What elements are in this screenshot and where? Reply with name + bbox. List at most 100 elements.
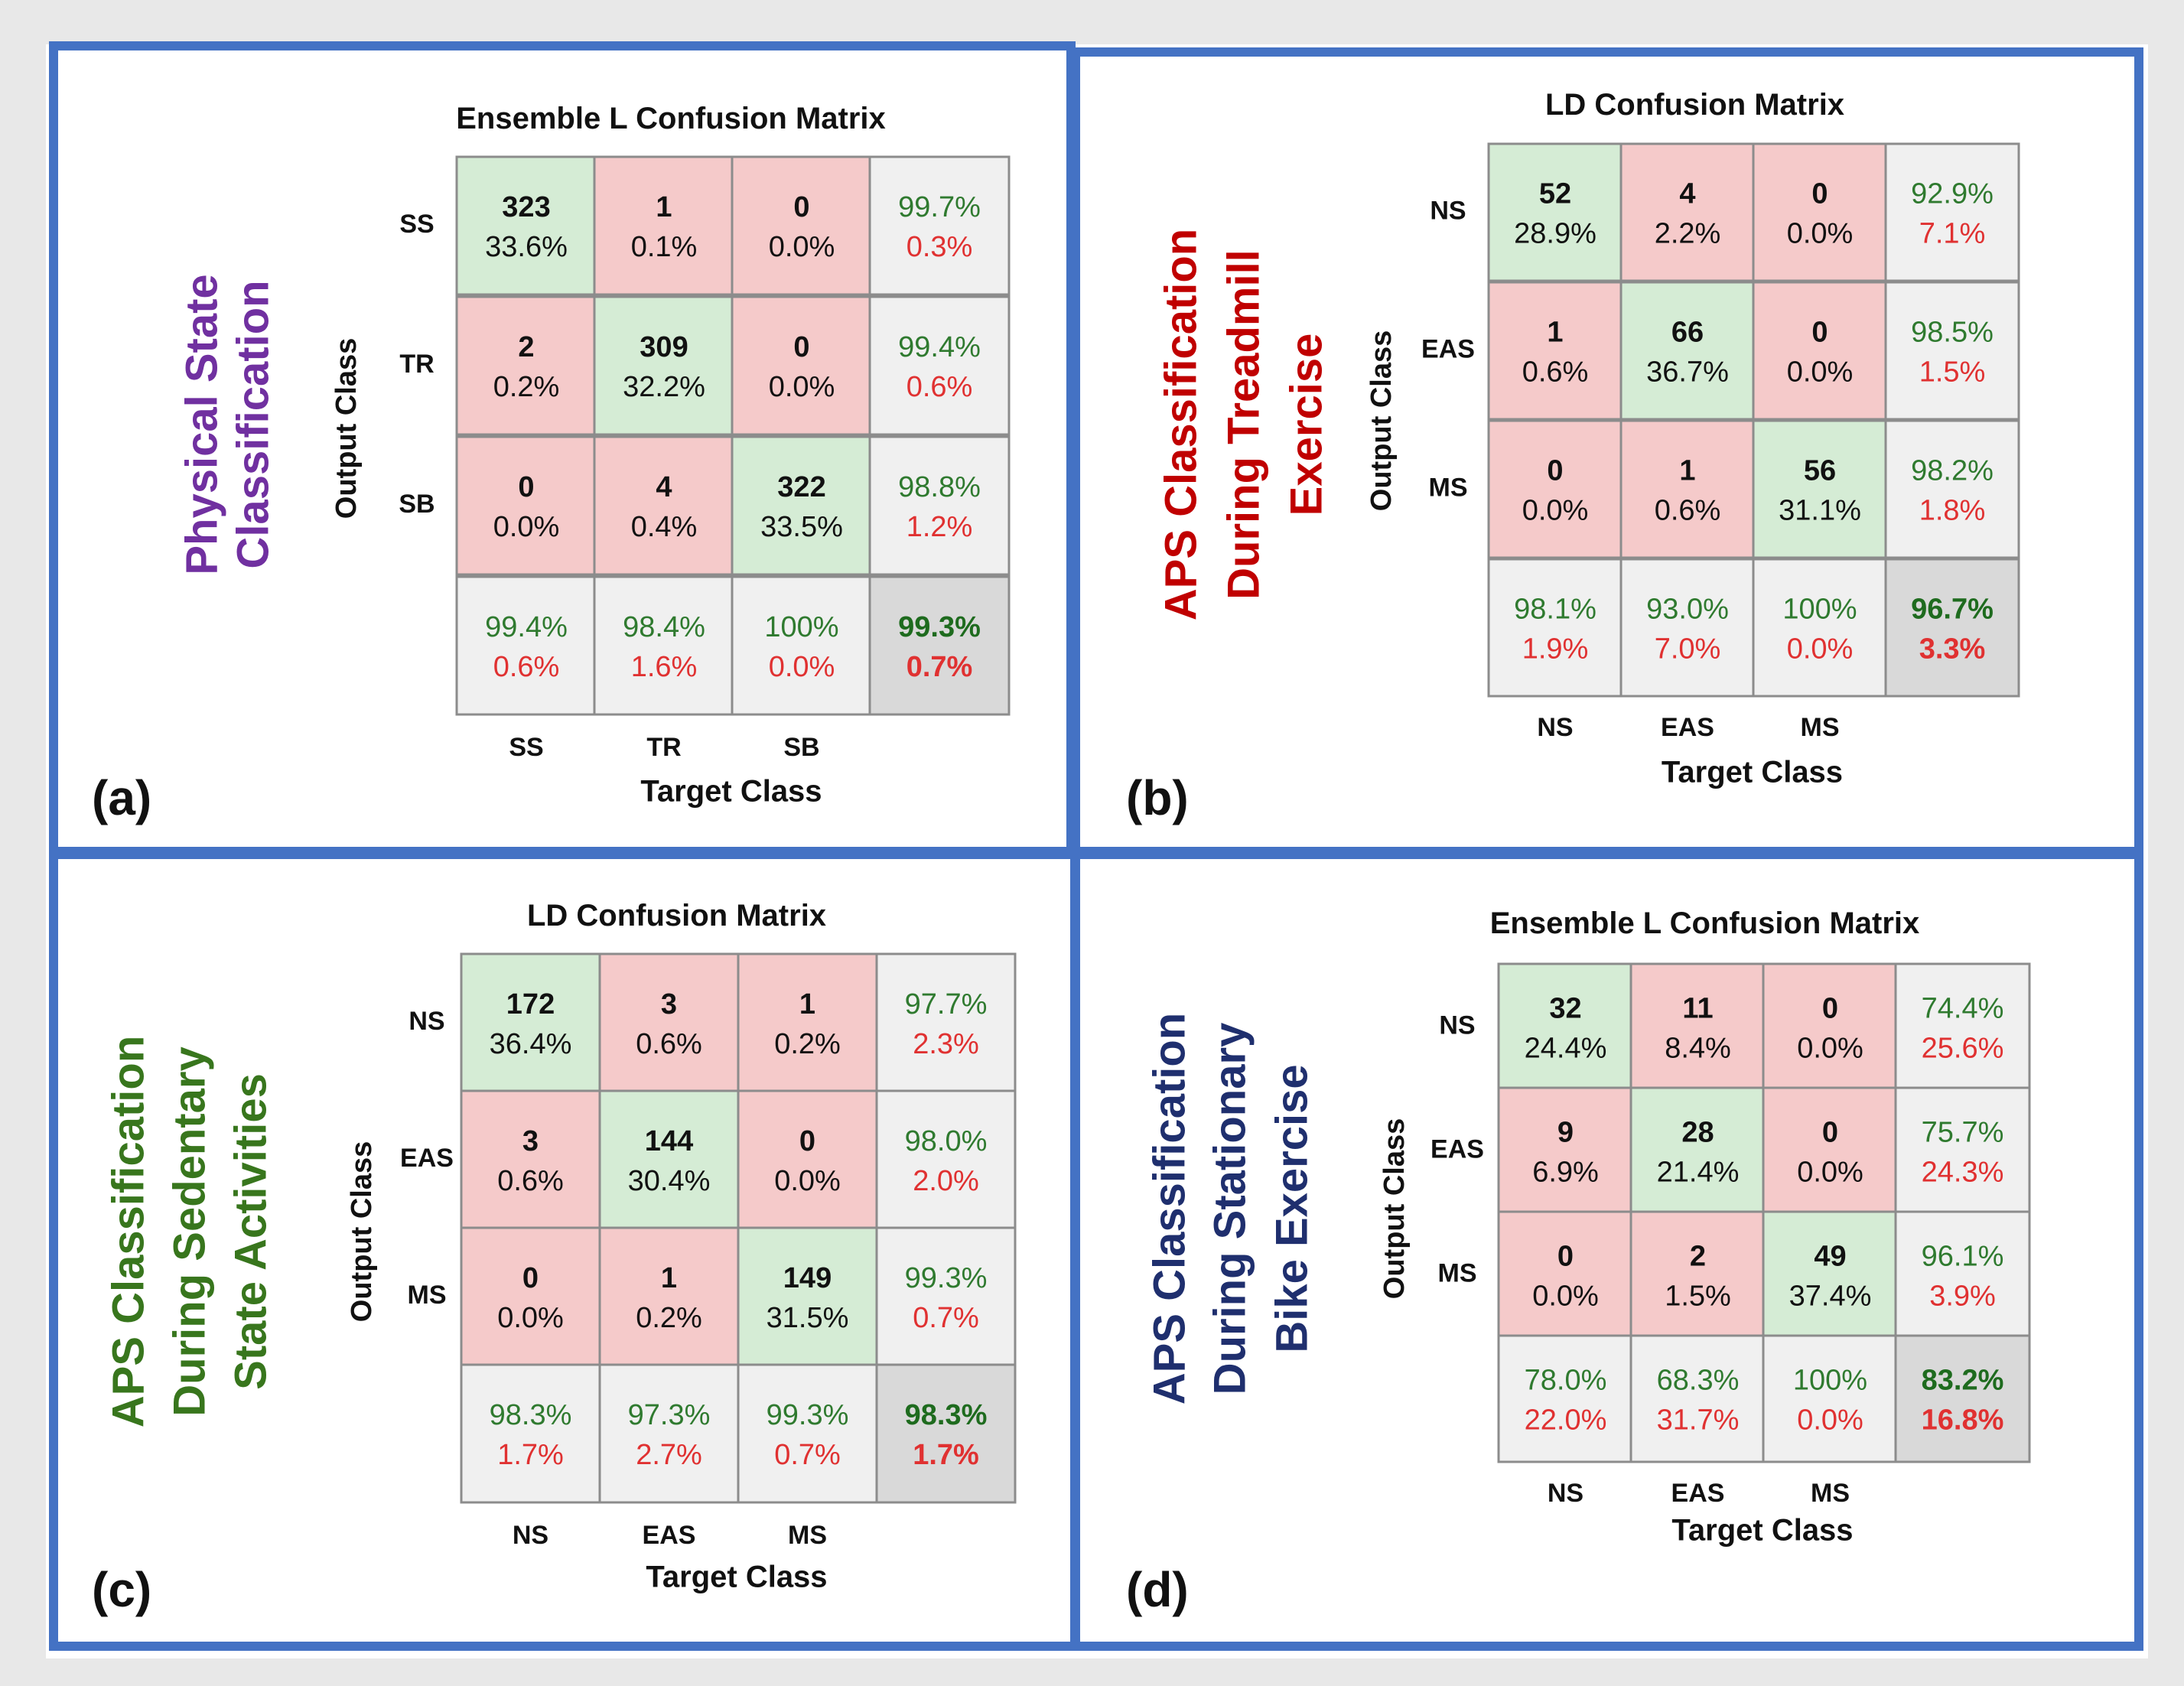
matrix-cell: [460, 1089, 601, 1230]
panel-label: (d): [1126, 1562, 1189, 1617]
cell-percent: 0.0%: [1797, 1157, 1863, 1189]
side-title-line: Classification: [228, 280, 278, 568]
summary-error: 0.7%: [913, 1302, 979, 1334]
cell-count: 144: [645, 1125, 693, 1157]
y-axis-label: Output Class: [346, 1141, 378, 1322]
matrix-cell: [1629, 962, 1766, 1092]
summary-cell: [598, 1363, 740, 1504]
summary-cell: [875, 1089, 1017, 1230]
cell-percent: 31.1%: [1779, 495, 1861, 527]
row-class-label: EAS: [1431, 1134, 1484, 1164]
cell-percent: 33.5%: [760, 511, 843, 543]
chart-title: Ensemble L Confusion Matrix: [456, 102, 886, 135]
matrix-cell: [1752, 142, 1888, 282]
panel-a: Physical State Classification Ensemble L C…: [92, 102, 1011, 825]
column-class-label: NS: [1537, 713, 1573, 742]
total-cell: [1894, 1334, 2031, 1463]
x-axis-label: Target Class: [646, 1561, 827, 1594]
total-accuracy: 96.7%: [1911, 594, 1994, 626]
panel-frame: [1071, 850, 2143, 1651]
side-title-line: State Activities: [226, 1073, 275, 1390]
summary-accuracy: 96.1%: [1922, 1241, 2004, 1273]
side-title-line: Bike Exercise: [1267, 1064, 1317, 1352]
cell-count: 0: [1822, 993, 1838, 1025]
summary-error: 3.9%: [1929, 1281, 1996, 1313]
cell-percent: 0.2%: [493, 371, 560, 403]
cell-count: 1: [1547, 317, 1563, 349]
panel-label: (a): [92, 770, 151, 825]
row-class-label: EAS: [400, 1144, 454, 1173]
x-axis-label: Target Class: [1671, 1514, 1853, 1548]
summary-accuracy: 98.8%: [898, 471, 981, 503]
cell-count: 0: [793, 331, 809, 363]
summary-cell: [460, 1363, 601, 1504]
summary-accuracy: 92.9%: [1911, 178, 1994, 210]
matrix-cell: [455, 295, 597, 436]
summary-error: 7.0%: [1655, 633, 1721, 666]
matrix-cell: [731, 155, 873, 296]
column-class-label: MS: [1801, 713, 1840, 742]
matrix-cell: [1629, 1210, 1766, 1339]
side-title-line: During Stationary: [1205, 1023, 1255, 1395]
summary-accuracy: 97.7%: [905, 988, 988, 1020]
y-axis-label: Output Class: [1378, 1118, 1411, 1299]
row-class-label: TR: [399, 350, 434, 379]
matrix-cell: [1752, 419, 1888, 559]
cell-count: 323: [502, 191, 550, 223]
total-error: 3.3%: [1919, 633, 1986, 666]
matrix-cell: [1762, 1210, 1899, 1339]
summary-error: 1.7%: [497, 1439, 564, 1471]
cell-percent: 0.6%: [497, 1165, 564, 1197]
matrix-cell: [731, 435, 873, 576]
summary-cell: [868, 155, 1011, 296]
cell-count: 172: [506, 988, 555, 1020]
summary-accuracy: 68.3%: [1657, 1365, 1740, 1397]
column-class-label: NS: [1548, 1479, 1583, 1508]
total-accuracy: 83.2%: [1922, 1365, 2004, 1397]
matrix-cell: [1487, 419, 1623, 559]
cell-percent: 36.4%: [490, 1028, 572, 1060]
matrix-cell: [1762, 962, 1899, 1092]
summary-error: 0.6%: [493, 651, 560, 683]
summary-cell: [875, 1226, 1017, 1367]
summary-cell: [737, 1363, 878, 1504]
summary-cell: [1894, 962, 2031, 1092]
matrix-cell: [1497, 962, 1634, 1092]
matrix-cell: [1629, 1086, 1766, 1216]
y-axis-label: Output Class: [1365, 330, 1398, 511]
cell-count: 28: [1681, 1117, 1714, 1149]
summary-error: 0.0%: [769, 651, 835, 683]
cell-count: 49: [1814, 1241, 1846, 1273]
summary-cell: [1884, 142, 2020, 282]
summary-cell: [1487, 558, 1623, 698]
cell-count: 0: [1547, 455, 1563, 487]
matrix-cell: [460, 1226, 601, 1367]
matrix-cell: [1619, 419, 1756, 559]
summary-accuracy: 97.3%: [628, 1399, 711, 1431]
cell-count: 3: [522, 1125, 539, 1157]
side-title-line: During Sedentary: [164, 1046, 214, 1416]
row-class-label: MS: [1429, 473, 1468, 502]
matrix-cell: [593, 435, 735, 576]
column-class-label: EAS: [1661, 713, 1714, 742]
summary-error: 0.0%: [1797, 1404, 1863, 1437]
summary-cell: [1884, 419, 2020, 559]
column-class-label: SB: [783, 733, 819, 762]
summary-cell: [868, 295, 1011, 436]
summary-error: 0.3%: [906, 231, 973, 263]
cell-percent: 0.0%: [1532, 1281, 1599, 1313]
cell-percent: 0.0%: [769, 231, 835, 263]
matrix-cell: [731, 295, 873, 436]
cell-count: 4: [1679, 178, 1695, 210]
cell-count: 0: [799, 1125, 815, 1157]
cell-count: 1: [799, 988, 815, 1020]
cell-percent: 6.9%: [1532, 1157, 1599, 1189]
side-title-line: APS Classification: [1156, 229, 1206, 620]
cell-count: 2: [1690, 1241, 1706, 1273]
summary-accuracy: 100%: [1782, 594, 1857, 626]
matrix-cell: [1487, 142, 1623, 282]
cell-percent: 0.0%: [1787, 218, 1854, 250]
cell-percent: 8.4%: [1665, 1033, 1731, 1065]
summary-error: 24.3%: [1922, 1157, 2004, 1189]
summary-accuracy: 99.4%: [485, 611, 568, 643]
